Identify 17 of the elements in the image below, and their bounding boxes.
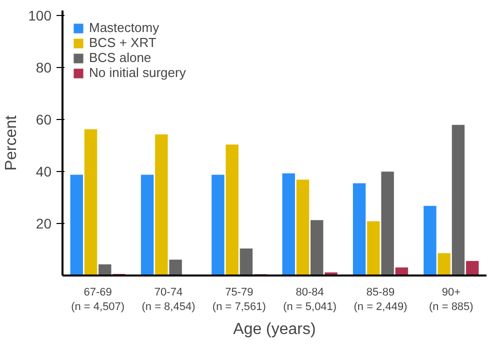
x-tick-label: 75-79 (n = 7,561) [212,286,266,313]
x-tick-label: 85-89 (n = 2,449) [354,286,408,313]
y-tick-label: 60 [36,112,52,128]
x-tick-label: 80-84 (n = 5,041) [283,286,337,313]
y-tick-label: 80 [36,60,52,76]
legend-label: Mastectomy [89,20,160,35]
y-tick-label: 100 [28,8,52,24]
y-axis-title: Percent [3,114,20,171]
x-axis-title: Age (years) [233,320,316,338]
legend-label: BCS + XRT [89,35,156,50]
y-tick-label: 20 [36,216,52,232]
x-tick-label: 67-69 (n = 4,507) [71,286,125,313]
y-tick-label: 40 [36,164,52,180]
x-tick-label: 90+ (n = 885) [429,286,474,313]
legend-label: BCS alone [89,50,152,65]
legend-label: No initial surgery [89,65,186,80]
x-tick-label: 70-74 (n = 8,454) [142,286,196,313]
